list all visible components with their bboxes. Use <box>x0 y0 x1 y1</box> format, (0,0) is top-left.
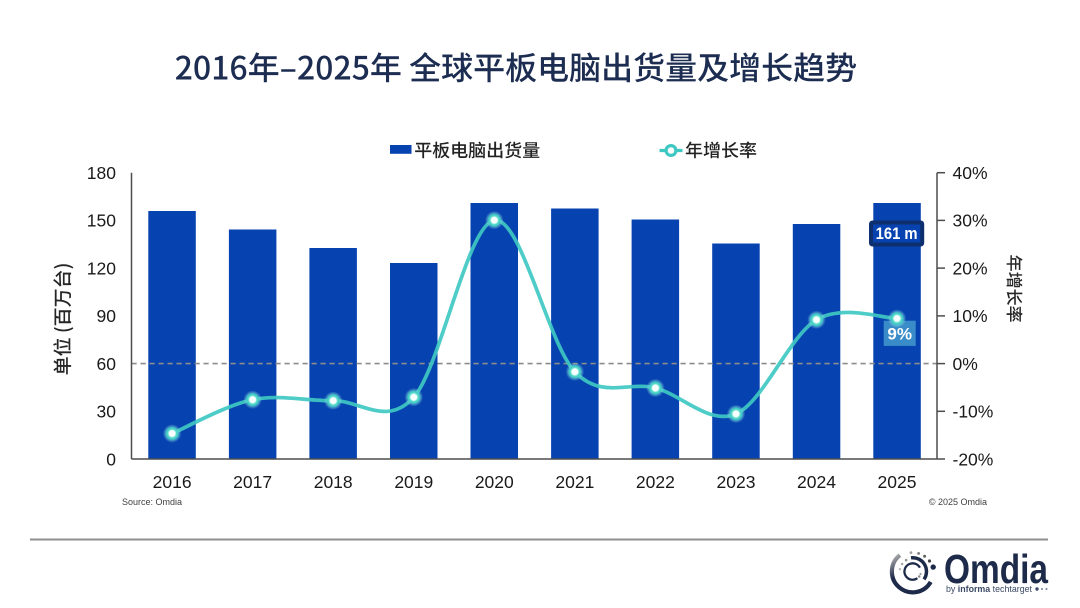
svg-text:20%: 20% <box>953 258 988 278</box>
svg-text:2022: 2022 <box>636 472 675 492</box>
svg-text:-10%: -10% <box>953 402 994 422</box>
svg-text:Omdia: Omdia <box>944 546 1048 592</box>
svg-text:-20%: -20% <box>953 449 994 469</box>
svg-text:30%: 30% <box>953 211 988 231</box>
svg-text:by informa techtarget: by informa techtarget <box>946 584 1032 594</box>
svg-text:2025: 2025 <box>878 472 917 492</box>
svg-text:9%: 9% <box>887 324 912 343</box>
svg-text:40%: 40% <box>953 163 988 183</box>
svg-text:© 2025 Omdia: © 2025 Omdia <box>929 497 987 507</box>
svg-text:2017: 2017 <box>233 472 272 492</box>
svg-text:2021: 2021 <box>555 472 594 492</box>
svg-text:2023: 2023 <box>717 472 756 492</box>
svg-text:2020: 2020 <box>475 472 514 492</box>
svg-text:2016: 2016 <box>153 472 192 492</box>
svg-text:60: 60 <box>97 354 117 374</box>
svg-text:0%: 0% <box>953 354 978 374</box>
svg-text:30: 30 <box>97 402 117 422</box>
svg-text:0: 0 <box>106 449 116 469</box>
svg-text:150: 150 <box>87 211 116 231</box>
svg-text:161 m: 161 m <box>876 224 918 243</box>
svg-text:Source: Omdia: Source: Omdia <box>122 497 182 507</box>
svg-text:120: 120 <box>87 258 116 278</box>
svg-text:2019: 2019 <box>394 472 433 492</box>
svg-text:90: 90 <box>97 306 117 326</box>
svg-text:10%: 10% <box>953 306 988 326</box>
svg-text:2024: 2024 <box>797 472 836 492</box>
svg-text:2018: 2018 <box>314 472 353 492</box>
svg-text:180: 180 <box>87 163 116 183</box>
